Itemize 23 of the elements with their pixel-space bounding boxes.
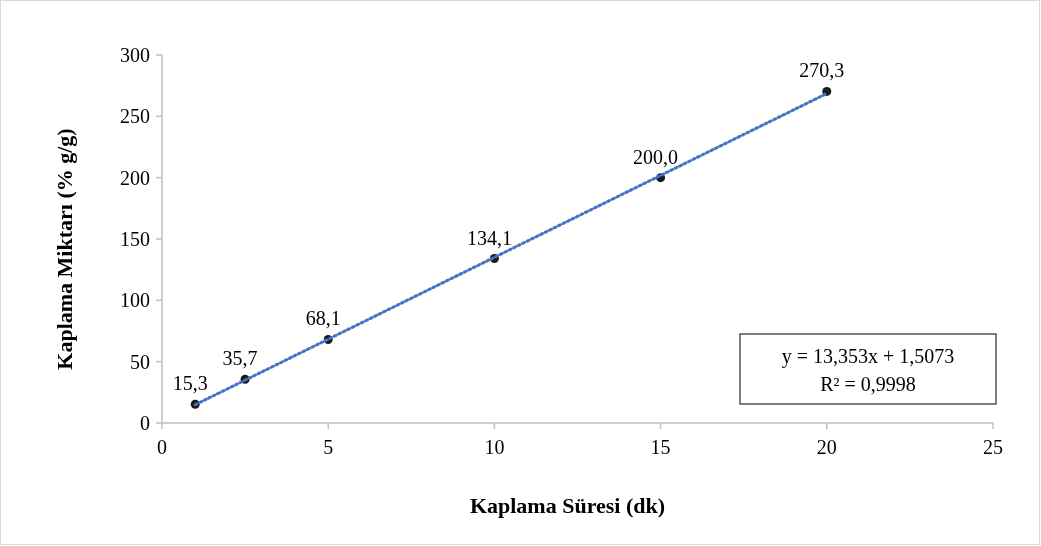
data-label: 134,1 — [466, 226, 512, 249]
x-tick-label: 25 — [983, 436, 1003, 458]
y-axis-title: Kaplama Miktarı (% g/g) — [52, 128, 77, 370]
x-tick-label: 5 — [323, 436, 334, 458]
y-tick-label: 50 — [130, 350, 150, 373]
y-tick-label: 0 — [140, 412, 150, 434]
x-tick-label: 0 — [157, 436, 167, 458]
y-tick-label: 200 — [120, 166, 150, 189]
x-tick-label: 10 — [484, 436, 505, 458]
data-label: 200,0 — [633, 145, 679, 168]
x-tick-label: 15 — [650, 436, 671, 458]
x-tick-label: 20 — [816, 436, 837, 458]
data-label: 270,3 — [799, 59, 845, 82]
x-axis-title: Kaplama Süresi (dk) — [469, 493, 666, 518]
data-label: 15,3 — [172, 372, 208, 395]
annotation: y = 13,353x + 1,5073 — [781, 345, 955, 368]
data-label: 35,7 — [222, 347, 258, 370]
annotation: R² = 0,9998 — [820, 373, 916, 395]
y-tick-label: 100 — [120, 289, 150, 312]
data-label: 68,1 — [305, 307, 341, 330]
y-tick-label: 250 — [120, 105, 150, 128]
y-tick-label: 150 — [120, 228, 150, 250]
y-tick-label: 300 — [120, 44, 150, 66]
